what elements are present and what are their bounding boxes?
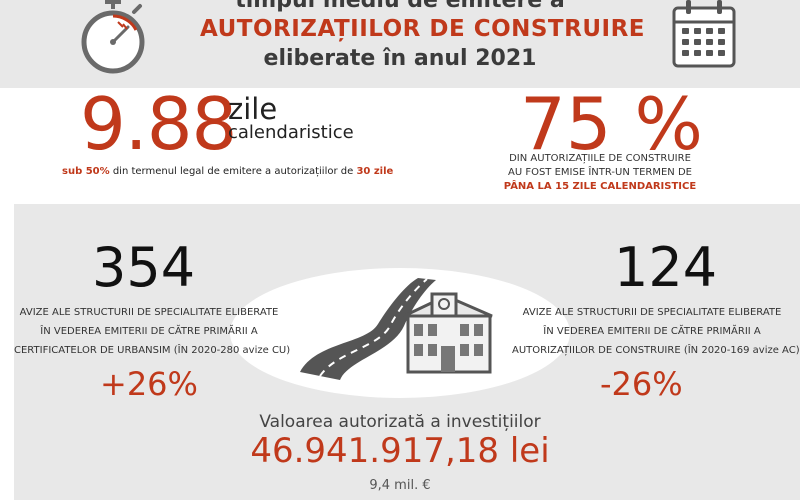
cu-notices-change: +26% bbox=[100, 365, 198, 403]
note-highlight-percent: sub 50% bbox=[62, 166, 110, 177]
days-unit-qualifier: calendaristice bbox=[228, 122, 354, 143]
center-ellipse bbox=[230, 268, 570, 398]
share-text-line-3: PÂNA LA 15 ZILE CALENDARISTICE bbox=[503, 181, 697, 192]
ac-notices-value: 124 bbox=[614, 236, 718, 299]
note-highlight-days: 30 zile bbox=[356, 166, 394, 177]
cu-desc-line-1: AVIZE ALE STRUCTURII DE SPECIALITATE ELI… bbox=[19, 307, 279, 318]
cu-notices-value: 354 bbox=[92, 236, 196, 299]
cu-desc-line-2: ÎN VEDEREA EMITERII DE CĂTRE PRIMĂRII A bbox=[40, 326, 258, 337]
days-unit: zile bbox=[228, 92, 278, 126]
ac-desc-line-3: AUTORIZAȚIILOR DE CONSTRUIRE (ÎN 2020-16… bbox=[512, 345, 800, 356]
cu-notices-description: AVIZE ALE STRUCTURII DE SPECIALITATE ELI… bbox=[14, 303, 291, 360]
investment-value: 46.941.917,18 lei bbox=[250, 431, 550, 471]
ac-desc-line-2: ÎN VEDEREA EMITERII DE CĂTRE PRIMĂRII A bbox=[543, 326, 761, 337]
ac-notices-change: -26% bbox=[600, 365, 683, 403]
building-icon bbox=[403, 292, 493, 374]
investment-label: Valoarea autorizată a investițiilor bbox=[259, 412, 541, 432]
road-building-illustration bbox=[300, 278, 493, 380]
cu-desc-line-3: CERTIFICATELOR DE URBANSIM (ÎN 2020-280 … bbox=[14, 345, 291, 356]
header-title: AUTORIZAȚIILOR DE CONSTRUIRE bbox=[200, 16, 645, 42]
ac-desc-line-1: AVIZE ALE STRUCTURII DE SPECIALITATE ELI… bbox=[522, 307, 782, 318]
header-line-1: timpul mediu de emitere a bbox=[235, 0, 565, 13]
share-text-line-1: DIN AUTORIZAȚIILE DE CONSTRUIRE bbox=[509, 153, 691, 164]
header-line-3: eliberate în anul 2021 bbox=[263, 46, 537, 71]
investment-eur-value: 9,4 mil. € bbox=[369, 478, 431, 493]
legal-term-note: sub 50% din termenul legal de emitere a … bbox=[62, 166, 394, 177]
share-value: 75 % bbox=[520, 82, 703, 166]
average-days-value: 9.88 bbox=[80, 82, 237, 166]
share-text-line-2: AU FOST EMISE ÎNTR-UN TERMEN DE bbox=[507, 167, 692, 178]
calendar-icon bbox=[672, 0, 736, 68]
ac-notices-description: AVIZE ALE STRUCTURII DE SPECIALITATE ELI… bbox=[512, 303, 800, 360]
stopwatch-icon bbox=[81, 0, 145, 74]
note-text: din termenul legal de emitere a autoriza… bbox=[109, 166, 357, 177]
